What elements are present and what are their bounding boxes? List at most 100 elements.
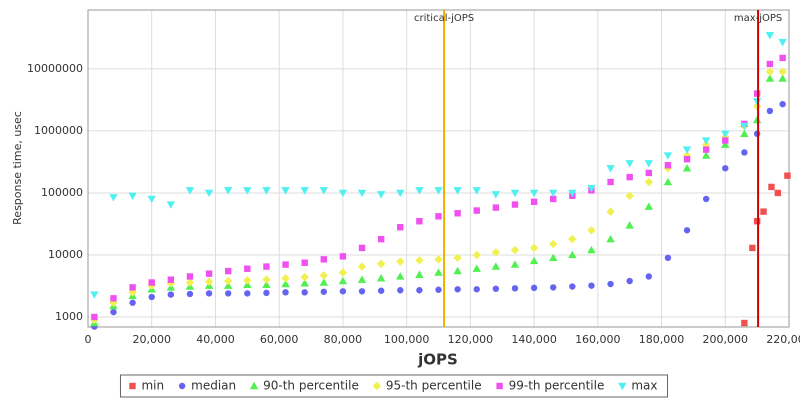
legend-item: 90-th percentile xyxy=(249,379,359,393)
marker xyxy=(778,67,787,76)
marker xyxy=(396,272,405,280)
marker xyxy=(587,245,596,254)
marker xyxy=(129,284,136,291)
marker xyxy=(262,280,271,289)
legend-label: median xyxy=(191,379,236,393)
marker xyxy=(682,146,692,154)
marker xyxy=(128,192,137,200)
marker xyxy=(568,189,577,198)
marker xyxy=(282,289,289,296)
x-tick-label: 140,000 xyxy=(511,333,557,346)
marker xyxy=(625,191,634,200)
marker xyxy=(683,227,691,234)
marker xyxy=(300,187,309,195)
marker xyxy=(765,74,775,82)
marker xyxy=(722,165,729,172)
marker xyxy=(185,278,195,287)
marker xyxy=(301,259,308,266)
marker xyxy=(397,224,404,231)
marker xyxy=(492,285,500,292)
x-tick-label: 220,000 xyxy=(766,333,800,346)
marker xyxy=(300,279,309,287)
marker xyxy=(625,160,634,168)
marker xyxy=(779,54,786,62)
marker xyxy=(225,267,232,275)
marker xyxy=(262,275,271,284)
marker xyxy=(721,140,730,148)
marker xyxy=(129,382,136,390)
marker xyxy=(740,129,749,137)
marker xyxy=(319,271,328,280)
marker xyxy=(453,187,462,195)
marker xyxy=(530,198,538,205)
marker xyxy=(301,289,308,296)
marker xyxy=(472,250,481,260)
marker xyxy=(434,255,443,264)
marker xyxy=(357,189,367,198)
marker xyxy=(224,276,233,286)
marker xyxy=(491,248,501,257)
marker xyxy=(766,107,774,115)
marker xyxy=(511,285,519,292)
marker xyxy=(766,60,774,68)
marker xyxy=(683,155,691,163)
marker xyxy=(396,189,405,198)
marker xyxy=(263,263,270,270)
marker xyxy=(434,268,443,276)
marker xyxy=(110,295,117,302)
marker xyxy=(549,189,558,198)
marker xyxy=(167,276,175,283)
marker xyxy=(625,221,634,229)
marker xyxy=(338,276,348,285)
y-axis-label: Response time, usec xyxy=(11,111,24,225)
marker xyxy=(376,259,386,269)
marker xyxy=(339,253,347,260)
marker xyxy=(784,172,791,179)
marker xyxy=(357,275,367,283)
marker xyxy=(529,189,539,198)
marker xyxy=(511,201,519,208)
marker xyxy=(178,382,186,390)
x-axis-label: jOPS xyxy=(417,351,458,369)
legend-item: max xyxy=(618,379,658,393)
legend-item: min xyxy=(129,379,164,393)
marker xyxy=(607,178,614,186)
legend-label: max xyxy=(631,379,657,393)
marker xyxy=(434,187,443,195)
marker xyxy=(281,279,290,288)
marker xyxy=(109,194,118,202)
marker xyxy=(587,226,596,235)
marker xyxy=(166,201,176,209)
marker xyxy=(722,137,729,144)
marker xyxy=(415,256,424,265)
marker xyxy=(186,273,194,280)
marker xyxy=(454,286,461,293)
marker xyxy=(473,286,480,293)
marker xyxy=(320,288,327,295)
marker xyxy=(644,202,653,210)
x-tick-label: 20,000 xyxy=(132,333,171,346)
marker xyxy=(645,169,652,177)
marker xyxy=(415,187,424,195)
marker xyxy=(741,319,748,327)
marker xyxy=(377,235,385,243)
y-tick-label: 10000 xyxy=(48,248,83,261)
marker xyxy=(721,130,730,138)
marker-label: max-jOPS xyxy=(734,13,782,24)
marker xyxy=(243,187,252,195)
marker xyxy=(768,183,775,191)
x-tick-label: 180,000 xyxy=(639,333,685,346)
marker xyxy=(435,213,442,220)
marker xyxy=(510,260,520,268)
marker xyxy=(492,204,500,211)
marker xyxy=(682,164,692,172)
x-tick-label: 160,000 xyxy=(575,333,621,346)
marker xyxy=(529,256,539,265)
x-tick-label: 0 xyxy=(85,333,92,346)
marker xyxy=(645,273,652,280)
x-tick-label: 100,000 xyxy=(384,333,430,346)
marker xyxy=(472,264,481,272)
marker-label: critical-jOPS xyxy=(414,13,474,24)
marker xyxy=(779,100,786,108)
